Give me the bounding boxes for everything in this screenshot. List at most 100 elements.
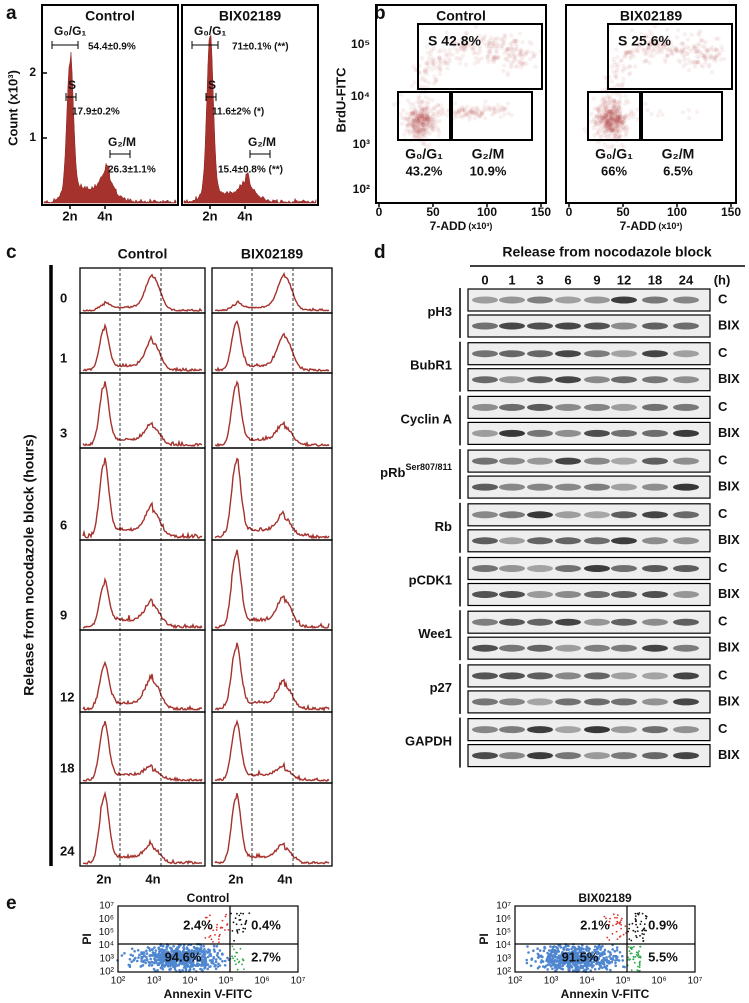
dot (424, 69, 430, 74)
dot (473, 50, 478, 55)
dot (619, 142, 625, 147)
dot (681, 49, 686, 54)
band (673, 350, 699, 358)
dot (183, 959, 186, 962)
dot (214, 967, 218, 971)
dot (139, 965, 143, 968)
dot (430, 125, 435, 131)
dot (237, 961, 240, 964)
dot (604, 125, 609, 131)
dot (473, 107, 478, 112)
dot (616, 955, 619, 959)
protein-label: Cyclin A (400, 412, 452, 427)
dot (612, 116, 617, 121)
dot (461, 39, 467, 44)
dot (468, 108, 474, 114)
dot (502, 106, 508, 111)
dot (610, 128, 616, 134)
tick-label: 10² (100, 967, 115, 978)
dot (605, 964, 609, 968)
dot (605, 109, 610, 114)
band (527, 698, 553, 706)
dot (402, 115, 407, 121)
dot (609, 121, 614, 126)
dot (425, 119, 430, 124)
dot (206, 916, 208, 919)
dot (611, 118, 617, 123)
dot (421, 129, 426, 134)
dot (171, 954, 174, 957)
dot (605, 118, 610, 124)
dot (705, 50, 711, 55)
dot (201, 959, 205, 963)
dot (612, 73, 618, 78)
dot (593, 121, 599, 126)
dot (480, 109, 485, 115)
dot (242, 912, 245, 915)
dot (566, 964, 569, 968)
dot (466, 113, 471, 118)
time-label: 6 (564, 272, 571, 287)
dot (605, 107, 610, 112)
tick-label: 10⁶ (99, 914, 114, 925)
row-label: BIX (718, 532, 740, 547)
dot (636, 969, 639, 971)
dot (405, 121, 410, 127)
dot (429, 67, 435, 72)
tick-label: 10⁵ (99, 927, 114, 938)
dot (620, 118, 626, 123)
dot (458, 44, 464, 49)
dot (715, 47, 720, 53)
band (472, 698, 498, 706)
dot (624, 98, 629, 103)
dot (165, 948, 168, 951)
dot (599, 115, 605, 121)
dot (670, 47, 675, 52)
dot (509, 112, 514, 118)
dot (236, 951, 239, 954)
dot (430, 115, 436, 121)
dot (608, 122, 613, 128)
dot (417, 102, 422, 107)
dot (464, 31, 469, 36)
dot (486, 107, 492, 112)
dot (215, 926, 218, 929)
tick-label: 10⁵ (218, 976, 233, 987)
band (499, 644, 525, 652)
dot (600, 116, 605, 121)
band (584, 403, 610, 411)
dot (454, 41, 460, 46)
label: 54.4±0.9% (88, 42, 136, 53)
dot (217, 938, 220, 940)
dot (715, 52, 720, 58)
dot (714, 53, 719, 59)
dot (147, 964, 151, 967)
dot (232, 921, 235, 924)
dot (410, 111, 416, 116)
dot (668, 49, 674, 55)
dot (146, 946, 150, 949)
dot (623, 113, 629, 119)
dot (417, 130, 422, 135)
dot (562, 946, 565, 950)
dot (431, 117, 437, 122)
dot (473, 109, 478, 114)
dot (691, 43, 696, 48)
dot (452, 39, 457, 45)
dot (416, 95, 421, 100)
dot (615, 923, 618, 926)
dot (703, 56, 709, 62)
dot (609, 953, 612, 956)
dot (204, 963, 208, 966)
dot (604, 107, 609, 113)
dot (482, 41, 487, 46)
frame (211, 267, 333, 314)
dot (432, 106, 437, 111)
dot (673, 49, 679, 54)
dot (414, 121, 419, 127)
dot (615, 946, 619, 949)
band (472, 376, 498, 384)
dot (597, 952, 601, 955)
dot (420, 127, 426, 133)
dot (617, 115, 622, 120)
